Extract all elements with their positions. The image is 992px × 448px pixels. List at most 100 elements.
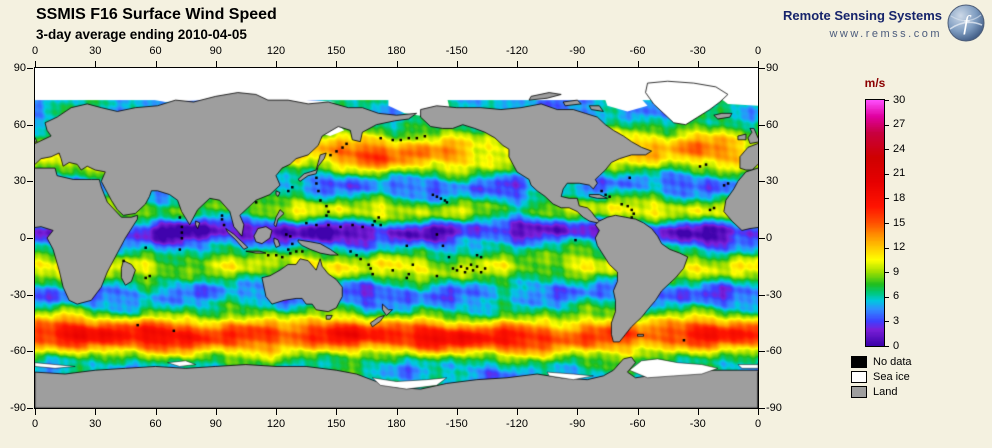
lon-tick-mark-bottom [95, 409, 97, 415]
colorbar-tick-mark [885, 346, 889, 347]
lat-tick-label-right: 0 [766, 232, 773, 244]
lat-tick-mark-left [27, 238, 33, 239]
colorbar-tick-mark [885, 321, 889, 323]
colorbar-tick-mark [885, 149, 889, 151]
lon-tick-mark-top [276, 61, 277, 67]
lat-tick-mark-left [27, 294, 33, 296]
lon-tick-mark-top [637, 61, 639, 67]
lon-tick-mark-bottom [577, 409, 579, 415]
colorbar-tick-label: 3 [893, 314, 900, 327]
colorbar-tick-label: 15 [893, 216, 906, 229]
lon-tick-mark-top [95, 61, 97, 67]
lat-tick-label-right: 60 [766, 118, 779, 131]
lon-tick-mark-bottom [637, 409, 639, 415]
colorbar-tick-mark [885, 272, 889, 274]
lon-tick-mark-bottom [155, 409, 157, 415]
lat-tick-label-right: 90 [766, 62, 779, 74]
lat-tick-mark-right [759, 294, 765, 296]
lat-tick-label-left: -60 [10, 345, 26, 358]
wind-speed-map-canvas [35, 68, 758, 408]
lon-tick-mark-bottom [276, 409, 277, 415]
lat-tick-label-left: 60 [13, 118, 26, 131]
lon-tick-mark-top [215, 61, 217, 67]
remss-globe-icon: f [947, 4, 985, 42]
lon-tick-label-top: 90 [209, 45, 222, 57]
lat-tick-mark-right [759, 408, 765, 409]
lon-tick-label-bottom: 0 [31, 418, 39, 430]
colorbar-tick-label: 0 [893, 339, 900, 352]
lat-tick-mark-left [27, 124, 33, 126]
colorbar-tick-label: 30 [893, 93, 906, 106]
legend-label-no-data: No data [873, 355, 912, 368]
colorbar-tick-label: 24 [893, 142, 906, 155]
svg-text:f: f [963, 11, 972, 35]
lon-tick-label-top: 30 [89, 45, 102, 57]
lon-tick-mark-bottom [456, 409, 458, 415]
lat-tick-label-right: 30 [766, 175, 779, 188]
lon-tick-label-bottom: 0 [754, 418, 762, 430]
lat-tick-label-right: -30 [766, 288, 782, 301]
lon-tick-label-bottom: 120 [266, 418, 286, 430]
lat-tick-label-left: 90 [13, 62, 26, 74]
lon-tick-mark-bottom [758, 409, 759, 415]
lon-tick-mark-top [758, 61, 759, 67]
lat-tick-mark-left [27, 408, 33, 409]
lon-tick-mark-top [697, 61, 699, 67]
legend-label-land: Land [873, 385, 898, 398]
lat-tick-mark-left [27, 351, 33, 353]
lat-tick-label-left: -30 [10, 288, 26, 301]
colorbar-tick-mark [885, 100, 889, 101]
lon-tick-mark-top [336, 61, 338, 67]
lon-tick-mark-bottom [35, 409, 36, 415]
lat-tick-mark-left [27, 181, 33, 183]
world-map-frame [34, 67, 759, 409]
lon-tick-label-top: 60 [149, 45, 162, 57]
colorbar-tick-mark [885, 173, 889, 175]
legend-item-no-data: No data [851, 354, 912, 369]
colorbar-tick-mark [885, 223, 889, 224]
lon-tick-label-bottom: -90 [569, 418, 586, 430]
lon-tick-label-top: 180 [387, 45, 406, 57]
lon-tick-label-bottom: 180 [387, 418, 406, 430]
lon-tick-label-bottom: -150 [445, 418, 468, 430]
colorbar-tick-mark [885, 198, 889, 200]
no-data-swatch [851, 355, 867, 368]
lon-tick-mark-bottom [517, 409, 518, 415]
lon-tick-label-top: 0 [754, 45, 762, 57]
lat-tick-mark-right [759, 351, 765, 353]
lon-tick-mark-bottom [697, 409, 699, 415]
brand-url-link[interactable]: www.remss.com [829, 28, 942, 40]
colorbar-tick-label: 18 [893, 191, 906, 204]
legend-item-sea-ice: Sea ice [851, 369, 912, 384]
lon-tick-label-top: -90 [569, 45, 586, 57]
lon-tick-label-bottom: -120 [505, 418, 529, 430]
sea-ice-swatch [851, 370, 867, 383]
colorbar-canvas [866, 100, 884, 346]
colorbar-unit-label: m/s [864, 76, 886, 90]
legend-item-land: Land [851, 384, 912, 399]
lon-tick-mark-bottom [396, 409, 398, 415]
colorbar-tick-label: 27 [893, 118, 906, 131]
brand-name: Remote Sensing Systems [783, 8, 942, 23]
lon-tick-mark-top [396, 61, 398, 67]
lon-tick-label-bottom: -30 [689, 418, 706, 430]
lon-tick-label-bottom: 30 [89, 418, 102, 430]
lon-tick-label-top: -150 [445, 45, 468, 57]
lon-tick-mark-top [577, 61, 579, 67]
lon-tick-label-top: 120 [266, 45, 286, 57]
lon-tick-label-top: 0 [31, 45, 39, 57]
land-swatch [851, 385, 867, 398]
lon-tick-label-bottom: -60 [629, 418, 646, 430]
lon-tick-mark-top [155, 61, 157, 67]
colorbar-tick-mark [885, 247, 889, 249]
lon-tick-mark-top [35, 61, 36, 67]
lat-tick-mark-left [27, 68, 33, 69]
colorbar-tick-mark [885, 296, 889, 298]
lon-tick-mark-bottom [336, 409, 338, 415]
colorbar [865, 99, 885, 347]
lon-tick-label-top: -120 [505, 45, 529, 57]
lon-tick-mark-bottom [215, 409, 217, 415]
lon-tick-label-bottom: 90 [209, 418, 222, 430]
colorbar-tick-label: 6 [893, 290, 900, 303]
